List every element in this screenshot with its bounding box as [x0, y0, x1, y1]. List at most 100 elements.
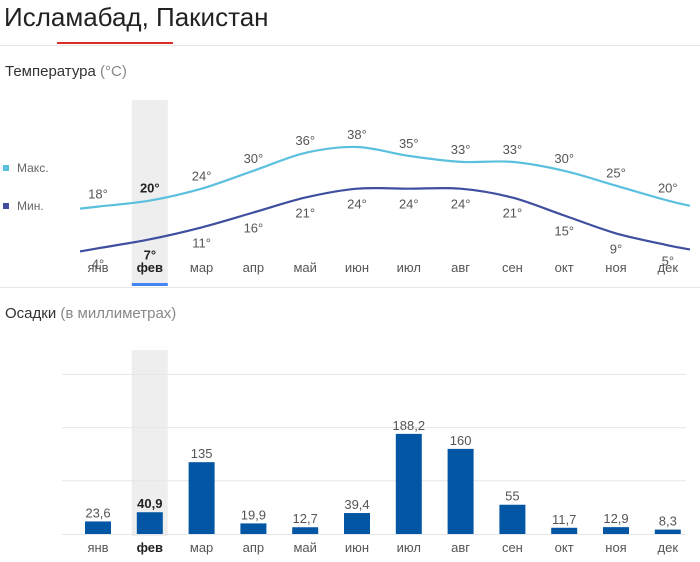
degree-sign: ° — [617, 241, 622, 256]
precipitation-bar — [292, 527, 319, 534]
precipitation-value-label: 40,9 — [137, 496, 162, 511]
temperature-month-label: фев — [137, 260, 163, 275]
temperature-title: Температура — [5, 63, 96, 80]
precipitation-month-label: янв — [87, 540, 108, 555]
degree-sign: ° — [310, 133, 315, 148]
precipitation-value-label: 135 — [191, 446, 213, 461]
min-temperature-label: 21° — [503, 206, 523, 221]
min-temperature-label: 24° — [451, 197, 471, 212]
degree-sign: ° — [569, 224, 574, 239]
temperature-month-label: апр — [243, 260, 265, 275]
degree-sign: ° — [621, 166, 626, 181]
max-temperature-label: 18° — [88, 187, 108, 202]
legend-min-label: Мин. — [17, 199, 44, 213]
temperature-month-label: июн — [345, 260, 369, 275]
min-temperature-label: 11° — [192, 235, 211, 250]
precipitation-selected-highlight — [131, 350, 168, 536]
max-temperature-label: 33° — [503, 142, 523, 157]
min-temperature-label: 7° — [144, 247, 156, 262]
degree-sign: ° — [258, 221, 263, 236]
degree-sign: ° — [99, 256, 104, 271]
legend-min-swatch — [3, 203, 9, 209]
degree-sign: ° — [517, 142, 522, 157]
precipitation-bar — [654, 529, 681, 534]
precipitation-bar — [447, 448, 474, 534]
temperature-unit: (°C) — [100, 63, 127, 80]
degree-sign: ° — [413, 136, 418, 151]
min-temperature-line — [79, 186, 691, 253]
degree-sign: ° — [362, 127, 367, 142]
max-temperature-label: 30° — [244, 151, 264, 166]
min-temperature-label: 9° — [610, 241, 622, 256]
section-divider — [0, 287, 700, 288]
precipitation-value-label: 12,9 — [603, 511, 628, 526]
precipitation-value-label: 188,2 — [393, 418, 426, 433]
min-temperature-label: 15° — [554, 224, 574, 239]
max-temperature-label: 24° — [192, 169, 212, 184]
degree-sign: ° — [669, 253, 674, 268]
precipitation-month-label: авг — [451, 540, 470, 555]
precipitation-bar — [395, 433, 422, 534]
temperature-month-label: авг — [451, 260, 470, 275]
page-title: Исламабад, Пакистан — [4, 2, 269, 32]
degree-sign: ° — [517, 206, 522, 221]
degree-sign: ° — [362, 197, 367, 212]
min-temperature-label: 5° — [662, 253, 674, 268]
min-temperature-label: 24° — [399, 197, 419, 212]
max-temperature-line — [79, 145, 691, 210]
max-temperature-label: 20° — [140, 181, 160, 196]
temperature-selected-highlight — [131, 100, 168, 284]
max-temperature-label: 38° — [347, 127, 367, 142]
degree-sign: ° — [310, 206, 315, 221]
max-temperature-label: 35° — [399, 136, 419, 151]
precipitation-month-label: фев — [137, 540, 163, 555]
precipitation-month-label: июл — [397, 540, 421, 555]
precipitation-bar — [499, 504, 526, 534]
degree-sign: ° — [465, 197, 470, 212]
min-temperature-label: 21° — [295, 206, 315, 221]
legend-max-swatch — [3, 165, 9, 171]
degree-sign: ° — [206, 235, 211, 250]
precipitation-month-label: мар — [190, 540, 213, 555]
degree-sign: ° — [465, 142, 470, 157]
degree-sign: ° — [672, 181, 677, 196]
precipitation-month-label: ноя — [605, 540, 626, 555]
title-underline — [57, 42, 173, 44]
precipitation-bar — [551, 527, 578, 534]
precipitation-value-label: 55 — [505, 489, 519, 504]
precipitation-section-title: Осадки (в миллиметрах) — [5, 305, 176, 322]
precipitation-month-label: май — [293, 540, 316, 555]
header-divider — [0, 45, 700, 46]
temperature-section-title: Температура (°C) — [5, 63, 127, 80]
degree-sign: ° — [569, 151, 574, 166]
max-temperature-label: 30° — [554, 151, 574, 166]
max-temperature-label: 25° — [606, 166, 626, 181]
precipitation-bar — [240, 523, 267, 534]
precipitation-value-label: 19,9 — [241, 507, 266, 522]
precipitation-value-label: 160 — [450, 433, 472, 448]
min-temperature-label: 16° — [244, 221, 264, 236]
precipitation-bar — [188, 462, 215, 534]
precipitation-month-label: сен — [502, 540, 523, 555]
precipitation-bar — [136, 512, 163, 534]
min-temperature-label: 4° — [92, 256, 104, 271]
degree-sign: ° — [103, 187, 108, 202]
precipitation-month-label: окт — [555, 540, 574, 555]
temperature-month-label: июл — [397, 260, 421, 275]
max-temperature-label: 36° — [295, 133, 315, 148]
precipitation-value-label: 23,6 — [85, 505, 110, 520]
temperature-month-label: янв — [87, 260, 108, 275]
precipitation-value-label: 39,4 — [344, 497, 369, 512]
precipitation-bar — [85, 521, 111, 534]
degree-sign: ° — [154, 181, 159, 196]
selected-month-tab-indicator — [131, 283, 168, 286]
temperature-month-label: дек — [658, 260, 679, 275]
temperature-month-label: ноя — [605, 260, 626, 275]
precipitation-month-label: апр — [243, 540, 265, 555]
degree-sign: ° — [151, 247, 156, 262]
legend-max-label: Макс. — [17, 161, 49, 175]
degree-sign: ° — [258, 151, 263, 166]
precipitation-month-label: июн — [345, 540, 369, 555]
precipitation-bar — [344, 513, 370, 534]
